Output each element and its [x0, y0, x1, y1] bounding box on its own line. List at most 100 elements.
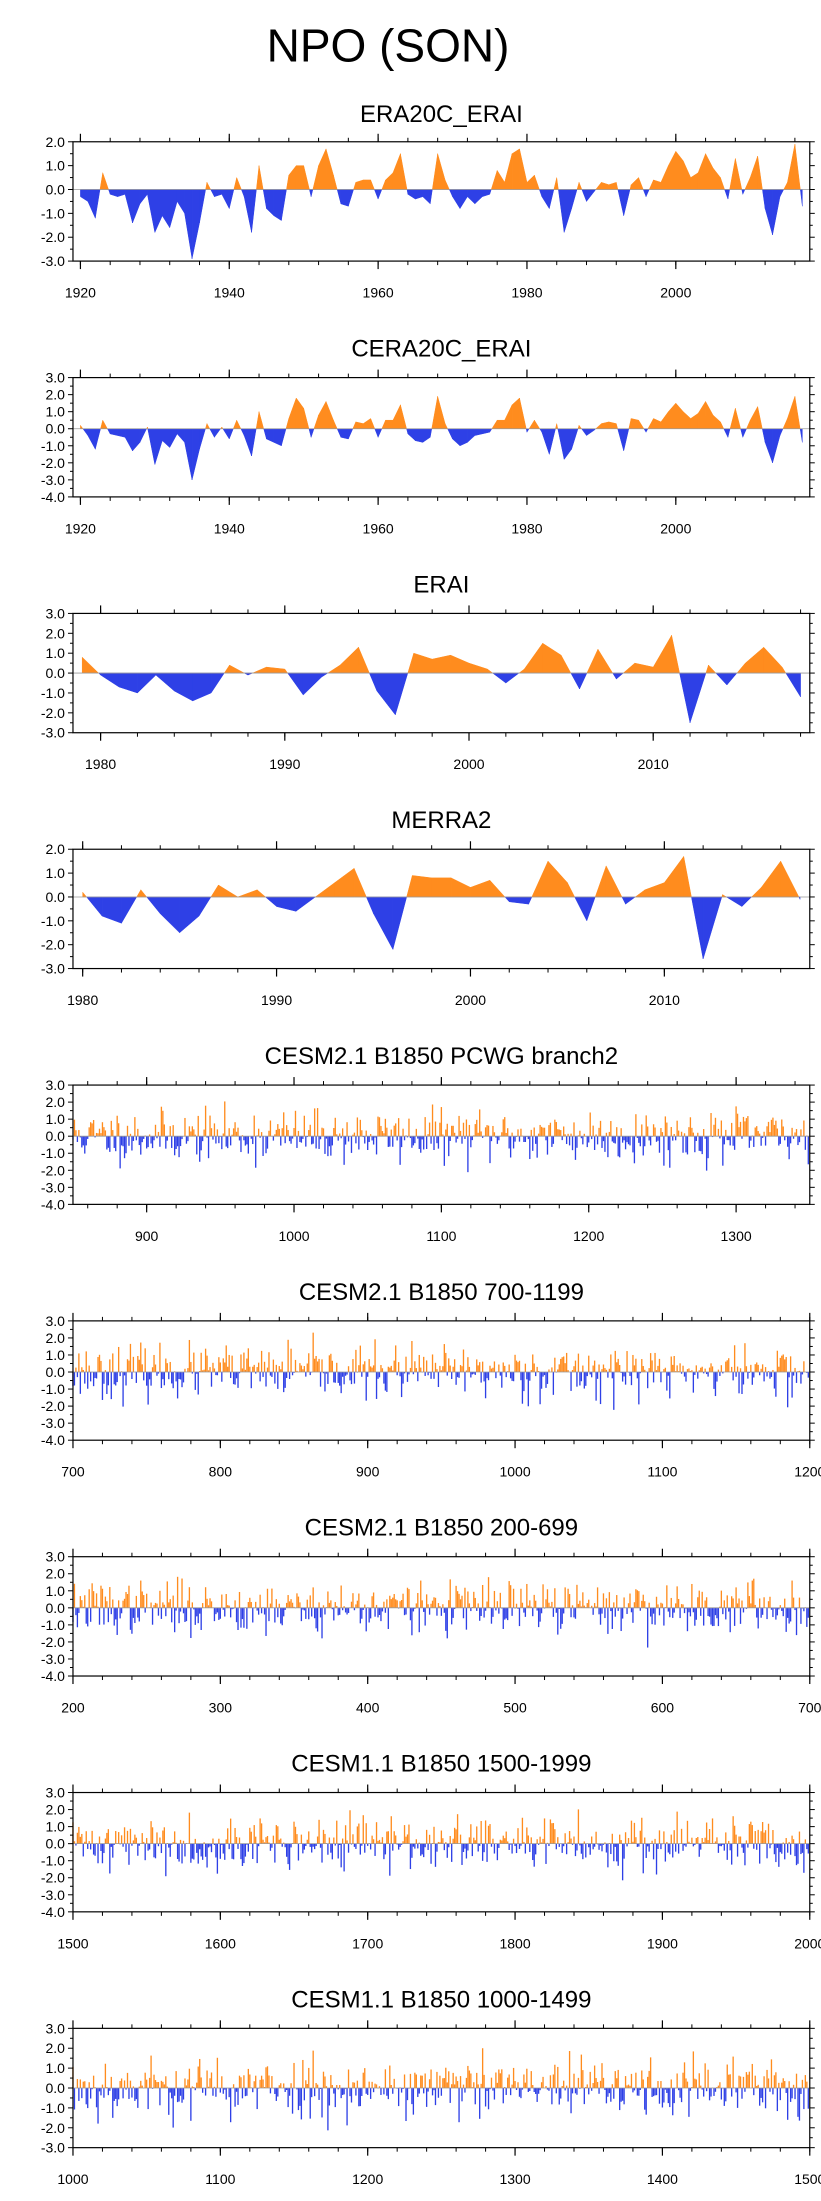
data-area-segment [81, 656, 100, 674]
data-bar [535, 2088, 537, 2094]
data-area-segment [491, 419, 498, 429]
data-bar [237, 1607, 239, 1630]
data-bar [405, 1135, 407, 1137]
data-bar [666, 1372, 668, 1391]
data-bar [137, 2088, 139, 2108]
data-bar [726, 1843, 728, 1860]
data-bar [452, 1838, 454, 1844]
data-bar [313, 1607, 316, 1619]
data-bar [163, 1827, 166, 1844]
data-bar [739, 1368, 742, 1373]
data-bar [411, 2088, 413, 2105]
data-bar [557, 1607, 559, 1635]
x-tick-label: 1920 [65, 520, 96, 536]
data-bar [209, 1115, 211, 1137]
data-bar [271, 1372, 273, 1377]
data-bar [117, 1832, 120, 1844]
data-area-segment [779, 428, 784, 436]
data-bar [364, 1843, 366, 1853]
data-bar [271, 2076, 273, 2089]
data-bar [150, 2055, 152, 2089]
data-area-segment [482, 428, 491, 435]
data-bar [532, 2085, 534, 2089]
data-bar [638, 1843, 640, 1847]
data-bar [76, 2079, 79, 2089]
data-bar [479, 1109, 481, 1137]
data-bar [288, 1136, 291, 1142]
data-bar [563, 1607, 565, 1614]
data-bar [539, 1124, 541, 1137]
data-bar [586, 1136, 588, 1148]
data-bar [92, 1372, 95, 1387]
data-bar [673, 1133, 675, 1137]
data-bar [81, 2088, 83, 2099]
data-area-segment [762, 189, 766, 209]
data-bar [480, 2083, 482, 2089]
x-tick-label: 700 [798, 1700, 821, 1716]
data-bar [327, 1591, 329, 1608]
data-bar [770, 2059, 773, 2089]
data-bar [116, 2088, 118, 2107]
data-bar [207, 1370, 210, 1373]
data-bar [88, 1841, 90, 1844]
data-bar [110, 2076, 112, 2089]
data-bar [171, 2088, 173, 2099]
data-bar [791, 1372, 793, 1398]
data-bar [512, 1372, 515, 1382]
data-bar [387, 1831, 389, 1844]
data-bar [720, 1843, 723, 1847]
data-bar [369, 1133, 372, 1137]
data-bar [196, 2082, 198, 2089]
data-bar [459, 1834, 462, 1844]
data-bar [232, 1843, 235, 1860]
x-tick-label: 1500 [57, 1935, 88, 1951]
data-bar [393, 1831, 395, 1844]
data-area-segment [236, 420, 242, 429]
data-bar [400, 1599, 403, 1608]
data-bar [564, 1833, 566, 1844]
data-area-segment [262, 189, 267, 209]
data-bar [452, 1366, 454, 1373]
data-bar [281, 1843, 283, 1847]
data-bar [633, 1822, 636, 1844]
data-bar [480, 1372, 482, 1383]
data-bar [135, 1136, 138, 1141]
data-bar [689, 2088, 692, 2091]
data-bar [171, 1372, 173, 1384]
data-bar [778, 1136, 780, 1146]
data-bar [200, 1352, 202, 1373]
data-bar [682, 2072, 684, 2089]
data-bar [592, 2083, 594, 2089]
data-area-segment [727, 189, 730, 200]
data-area-segment [787, 396, 796, 429]
data-bar [604, 2088, 606, 2090]
data-bar [327, 1372, 329, 1384]
data-bar [701, 2088, 703, 2090]
data-bar [459, 1599, 462, 1608]
data-bar [120, 2078, 123, 2089]
data-area-segment [539, 189, 543, 197]
data-bar [346, 1607, 348, 1615]
data-bar [639, 1830, 641, 1844]
data-bar [235, 1607, 238, 1623]
data-bar [448, 1843, 450, 1848]
data-bar [453, 1359, 456, 1373]
data-bar [676, 1586, 678, 1608]
data-bar [433, 1136, 435, 1151]
data-bar [179, 1839, 182, 1844]
data-bar [144, 1843, 146, 1861]
data-bar [78, 1353, 80, 1373]
data-bar [173, 1136, 176, 1156]
data-area-segment [86, 896, 103, 917]
data-bar [757, 1131, 759, 1137]
data-bar [315, 1136, 317, 1149]
data-bar [277, 2088, 279, 2097]
data-bar [321, 1607, 323, 1639]
data-bar [141, 1591, 143, 1608]
data-bar [88, 1589, 90, 1608]
data-area-segment [381, 420, 386, 429]
data-bar [377, 1372, 379, 1379]
x-tick-label: 900 [356, 1464, 380, 1480]
data-bar [680, 1604, 683, 1608]
data-bar [551, 1367, 553, 1373]
